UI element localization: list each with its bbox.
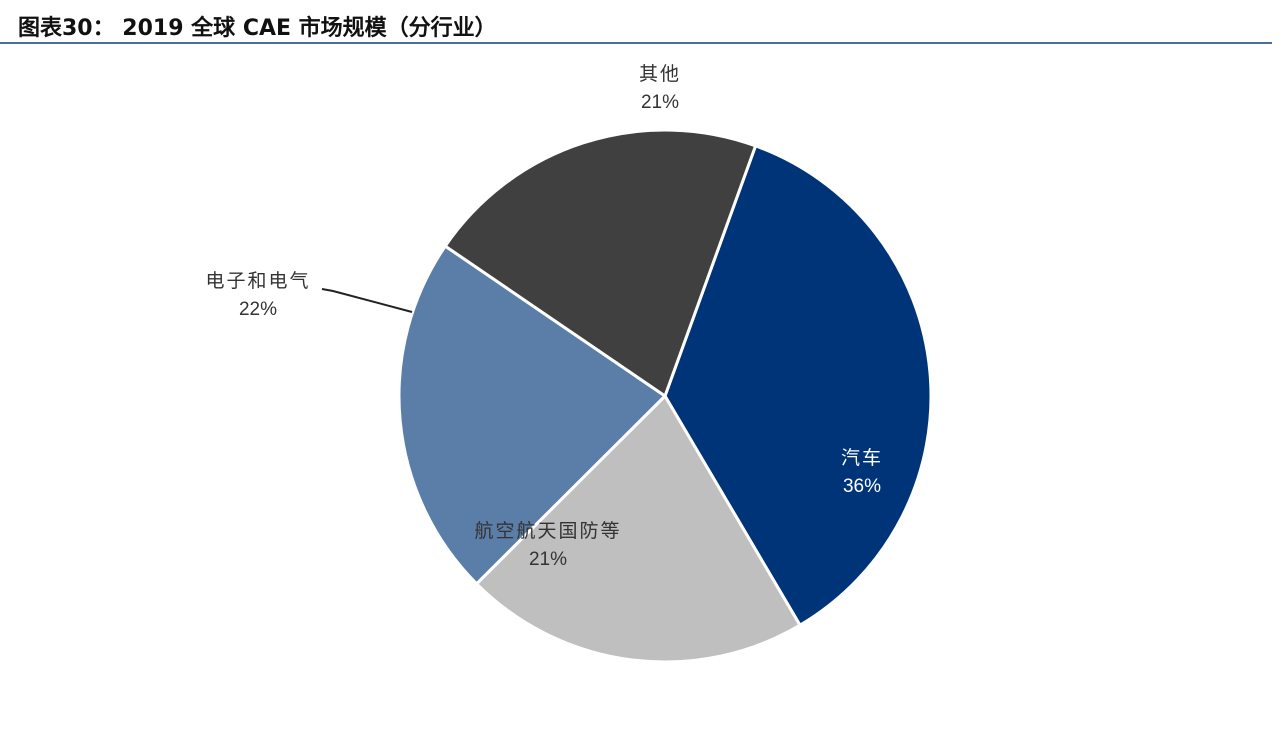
- pie-slice-4: [443, 128, 758, 398]
- pie-chart: 汽车 36% 航空航天国防等 21% 电子和电气 22% 其他 21%: [205, 63, 933, 664]
- leader-line: [321, 288, 413, 313]
- slice-value-label: 21%: [529, 549, 567, 570]
- pie-slice-1: [663, 144, 933, 627]
- slice-name-label: 汽车: [841, 447, 883, 469]
- slice-value-label: 22%: [239, 299, 277, 320]
- pie-slice-3: [397, 244, 667, 586]
- slice-name-label: 航空航天国防等: [474, 520, 621, 542]
- slice-value-label: 36%: [843, 476, 881, 497]
- chart-header: 图表30： 2019 全球 CAE 市场规模（分行业）: [0, 0, 1272, 44]
- slice-labels: 汽车 36% 航空航天国防等 21% 电子和电气 22% 其他 21%: [205, 63, 883, 570]
- leader-lines: [321, 288, 413, 313]
- chart-title: 图表30： 2019 全球 CAE 市场规模（分行业）: [18, 16, 497, 41]
- pie-slices: [397, 128, 933, 664]
- slice-name-label: 电子和电气: [205, 270, 310, 292]
- slice-name-label: 其他: [639, 63, 681, 85]
- slice-value-label: 21%: [641, 92, 679, 113]
- pie-slice-2: [475, 394, 802, 664]
- chart-area: 汽车 36% 航空航天国防等 21% 电子和电气 22% 其他 21%: [0, 44, 1282, 736]
